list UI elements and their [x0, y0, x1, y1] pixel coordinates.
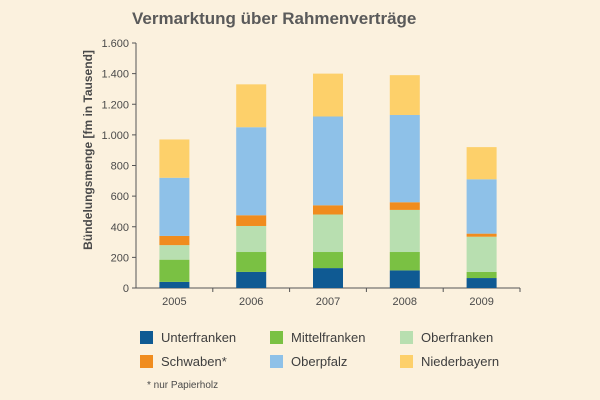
bar-segment-unterfranken-2008 [389, 270, 420, 288]
bar-segment-schwaben-2009 [466, 233, 497, 237]
x-tick-label: 2006 [239, 296, 263, 308]
bar-segment-schwaben-2005 [159, 235, 190, 246]
bar-segment-mittelfranken-2007 [313, 252, 343, 269]
bar-segment-oberfranken-2006 [236, 225, 267, 253]
bar-segment-schwaben-2006 [236, 215, 267, 226]
bar-segment-unterfranken-2009 [466, 278, 497, 288]
bar-segment-oberfranken-2005 [159, 245, 190, 260]
bar-segment-niederbayern-2009 [466, 147, 497, 180]
y-tick-label: 400 [111, 222, 129, 234]
bar-segment-oberpfalz-2006 [236, 127, 267, 216]
chart-title: Vermarktung über Rahmenverträge [132, 9, 416, 28]
bar-segment-unterfranken-2007 [313, 268, 343, 288]
bar-segment-schwaben-2008 [389, 202, 420, 210]
y-tick-label: 0 [123, 283, 129, 295]
x-tick-label: 2008 [393, 296, 417, 308]
bar-segment-oberpfalz-2009 [466, 179, 497, 234]
bar-segment-oberpfalz-2007 [313, 116, 343, 206]
y-tick-label: 1.600 [101, 38, 129, 50]
bar-segment-oberfranken-2008 [389, 209, 420, 253]
x-tick-label: 2009 [469, 296, 493, 308]
y-axis-label: Bündelungsmenge [fm in Tausend] [81, 50, 95, 250]
y-tick-label: 1.400 [101, 69, 129, 81]
y-tick-label: 1.000 [101, 130, 129, 142]
bar-segment-oberfranken-2007 [313, 214, 343, 253]
plot-area: 0 200 400 600 800 1.000 1.200 1.400 1.600 2005 200… [101, 38, 521, 308]
bar-segment-schwaben-2007 [313, 205, 343, 215]
bar-segment-mittelfranken-2006 [236, 252, 267, 272]
bar-segment-niederbayern-2007 [313, 73, 343, 117]
bar-segment-unterfranken-2006 [236, 271, 267, 288]
bar-segment-mittelfranken-2005 [159, 259, 190, 282]
y-tick-label: 200 [111, 252, 129, 264]
bar-segment-oberpfalz-2005 [159, 177, 190, 236]
y-tick-label: 1.200 [101, 99, 129, 111]
bar-segment-mittelfranken-2009 [466, 271, 497, 279]
y-tick-label: 600 [111, 191, 129, 203]
x-tick-label: 2005 [162, 296, 186, 308]
bar-segment-oberpfalz-2008 [389, 114, 420, 203]
bar-segment-niederbayern-2005 [159, 139, 190, 178]
bar-segment-unterfranken-2005 [159, 281, 190, 288]
bar-segment-niederbayern-2008 [389, 75, 420, 115]
bar-segment-niederbayern-2006 [236, 84, 267, 128]
bar-segment-mittelfranken-2008 [389, 252, 420, 271]
x-tick-label: 2007 [316, 296, 340, 308]
bar-segment-oberfranken-2009 [466, 236, 497, 272]
y-tick-label: 800 [111, 161, 129, 173]
